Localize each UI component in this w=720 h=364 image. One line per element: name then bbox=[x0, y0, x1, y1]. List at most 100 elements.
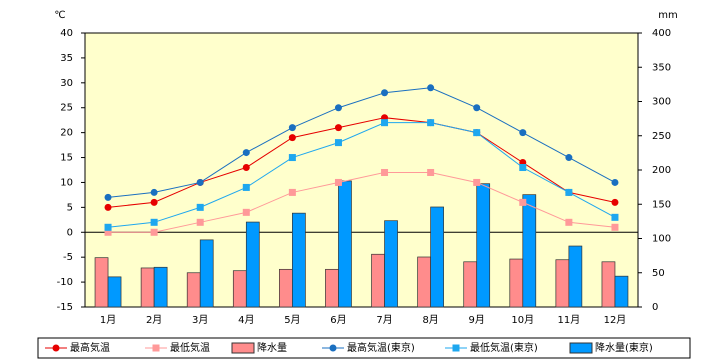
legend-label: 降水量 bbox=[257, 341, 287, 354]
marker bbox=[519, 164, 527, 172]
bar bbox=[430, 206, 444, 308]
marker bbox=[565, 218, 573, 226]
marker bbox=[288, 124, 296, 132]
marker bbox=[242, 208, 250, 216]
marker bbox=[104, 193, 112, 201]
marker bbox=[242, 149, 250, 157]
marker bbox=[196, 178, 204, 186]
y2-tick-label: 100 bbox=[652, 234, 671, 245]
legend-label: 最低気温(東京) bbox=[470, 341, 538, 354]
marker bbox=[150, 218, 158, 226]
legend-label: 最高気温 bbox=[70, 341, 110, 354]
legend-marker bbox=[452, 344, 460, 352]
bar bbox=[463, 261, 478, 308]
x-tick-label: 9月 bbox=[469, 314, 485, 326]
bar bbox=[509, 258, 524, 308]
y-tick-label: 20 bbox=[60, 128, 73, 139]
line bbox=[107, 122, 616, 228]
y2-tick-label: 400 bbox=[652, 28, 671, 39]
y2-tick-label: 250 bbox=[652, 131, 671, 142]
marker bbox=[611, 178, 619, 186]
bar bbox=[371, 253, 385, 308]
marker bbox=[288, 188, 296, 196]
y2-axis-unit: mm bbox=[658, 10, 677, 21]
marker bbox=[334, 104, 342, 112]
bar bbox=[199, 239, 214, 308]
line bbox=[108, 171, 616, 233]
marker bbox=[427, 119, 435, 127]
bar bbox=[94, 257, 109, 308]
y-tick-label: 30 bbox=[60, 78, 73, 89]
marker bbox=[150, 188, 158, 196]
marker bbox=[334, 139, 342, 147]
y2-tick-label: 350 bbox=[652, 62, 671, 73]
legend-swatch bbox=[231, 342, 255, 354]
y-tick-label: 10 bbox=[60, 177, 73, 188]
marker bbox=[565, 154, 573, 162]
y-tick-label: 15 bbox=[60, 153, 73, 164]
marker bbox=[611, 223, 619, 231]
marker bbox=[104, 223, 112, 231]
marker bbox=[381, 119, 389, 127]
marker bbox=[242, 183, 250, 191]
x-tick-label: 7月 bbox=[376, 314, 392, 326]
bar bbox=[325, 268, 339, 308]
marker bbox=[427, 168, 435, 176]
y-tick-label: 5 bbox=[67, 202, 73, 213]
marker bbox=[104, 228, 112, 236]
marker bbox=[473, 129, 481, 137]
y2-tick-label: 0 bbox=[652, 302, 658, 313]
marker bbox=[334, 124, 342, 132]
marker bbox=[381, 89, 389, 97]
plot-area bbox=[84, 32, 639, 308]
x-tick-label: 5月 bbox=[284, 314, 300, 326]
y-tick-label: -5 bbox=[63, 252, 73, 263]
marker bbox=[611, 198, 619, 206]
legend-marker bbox=[329, 344, 337, 352]
marker bbox=[196, 203, 204, 211]
legend-marker bbox=[52, 344, 60, 352]
marker bbox=[565, 188, 573, 196]
bar bbox=[292, 212, 306, 308]
x-tick-label: 2月 bbox=[146, 314, 162, 326]
legend-label: 最高気温(東京) bbox=[347, 341, 415, 354]
x-tick-label: 8月 bbox=[422, 314, 438, 326]
bar bbox=[245, 221, 260, 308]
bar bbox=[522, 194, 537, 308]
y-tick-label: 40 bbox=[60, 28, 73, 39]
line bbox=[107, 87, 616, 198]
marker bbox=[334, 178, 342, 186]
marker bbox=[150, 198, 158, 206]
marker bbox=[196, 218, 204, 226]
bar bbox=[140, 267, 155, 308]
marker bbox=[104, 203, 112, 211]
x-tick-label: 10月 bbox=[511, 314, 534, 326]
x-tick-label: 6月 bbox=[330, 314, 346, 326]
bar bbox=[107, 276, 122, 308]
bar bbox=[568, 245, 583, 308]
bar bbox=[417, 256, 431, 308]
x-tick-label: 1月 bbox=[100, 314, 116, 326]
marker bbox=[473, 178, 481, 186]
bar bbox=[153, 266, 168, 308]
legend-marker bbox=[152, 344, 160, 352]
marker bbox=[473, 104, 481, 112]
marker bbox=[381, 168, 389, 176]
legend-box bbox=[37, 337, 691, 359]
y2-tick-label: 200 bbox=[652, 165, 671, 176]
y-tick-label: -10 bbox=[57, 277, 73, 288]
legend-label: 最低気温 bbox=[170, 341, 210, 354]
x-tick-label: 3月 bbox=[192, 314, 208, 326]
y2-tick-label: 50 bbox=[652, 268, 665, 279]
y2-tick-label: 150 bbox=[652, 199, 671, 210]
y-tick-label: 0 bbox=[67, 227, 73, 238]
marker bbox=[611, 213, 619, 221]
marker bbox=[427, 84, 435, 92]
marker bbox=[242, 164, 250, 172]
bar bbox=[384, 220, 398, 308]
legend: 最高気温 最低気温 降水量 最高気温(東京) 最低気温(東京) 降水量(東京) bbox=[37, 337, 691, 359]
line bbox=[107, 117, 616, 208]
legend-label: 降水量(東京) bbox=[595, 341, 653, 354]
bar bbox=[338, 180, 352, 308]
